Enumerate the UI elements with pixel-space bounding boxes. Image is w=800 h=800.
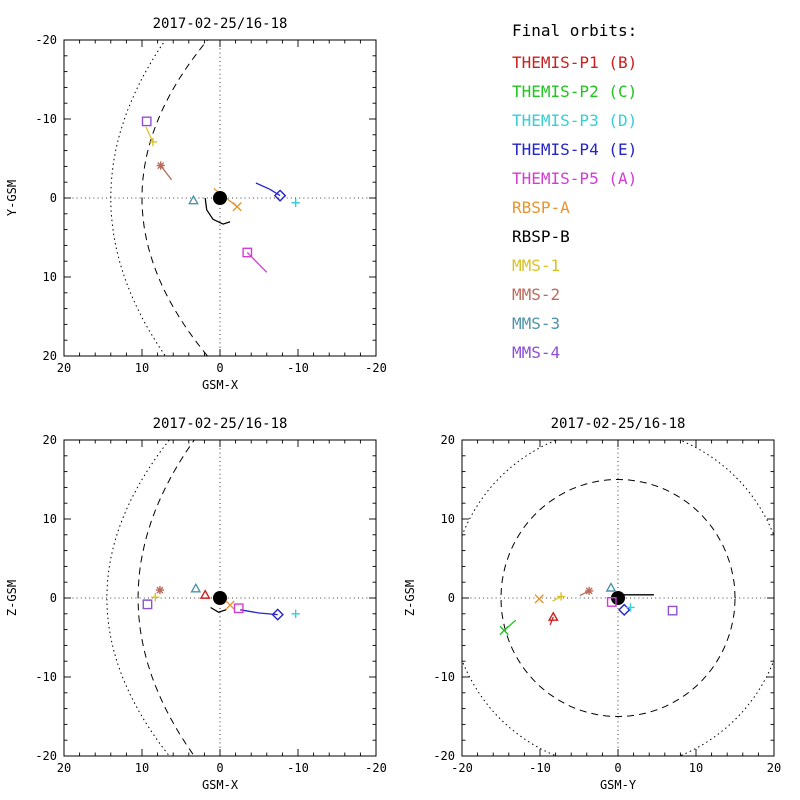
y-tick-label: 10 xyxy=(43,270,57,284)
marker-mms-3 xyxy=(188,194,199,205)
x-tick-label: 20 xyxy=(57,361,71,375)
y-tick-label: 0 xyxy=(50,591,57,605)
marker-mms-4 xyxy=(667,605,678,616)
marker-themis-p3 xyxy=(626,603,635,612)
marker-mms-3 xyxy=(605,582,617,592)
legend-entry-themis-p1: THEMIS-P1 (B) xyxy=(512,53,638,72)
yz-plot-svg: -20 -10 0 10 20 20 10 0 -10 -20 2017-02-25/16-18 GS… xyxy=(403,416,781,792)
y-tick-label: -20 xyxy=(35,749,57,763)
y-tick-label: 10 xyxy=(441,512,455,526)
x-axis-label: GSM-X xyxy=(202,778,239,792)
trail-themis-p1 xyxy=(549,616,554,626)
x-tick-label: -20 xyxy=(365,761,387,775)
x-tick-label: 10 xyxy=(689,761,703,775)
marker-themis-p5 xyxy=(606,597,617,607)
marker-rbsp-a xyxy=(225,600,235,610)
marker-mms-4 xyxy=(142,599,153,610)
marker-mms-2 xyxy=(584,586,594,596)
x-tick-label: -10 xyxy=(287,761,309,775)
x-tick-label: -10 xyxy=(287,361,309,375)
marker-mms-3 xyxy=(190,582,202,593)
y-tick-label: 0 xyxy=(50,191,57,205)
x-tick-label: 20 xyxy=(57,761,71,775)
y-axis-label: Y-GSM xyxy=(5,180,19,216)
magnetopause-curve xyxy=(500,478,736,718)
panel-yz-gsm: -20 -10 0 10 20 20 10 0 -10 -20 2017-02-25/16-18 GS… xyxy=(398,400,798,800)
legend-entry-mms-3: MMS-3 xyxy=(512,314,561,333)
marker-mms-1 xyxy=(556,592,566,601)
y-tick-label: -10 xyxy=(433,670,455,684)
marker-themis-p3 xyxy=(291,198,300,207)
trail-themis-p5 xyxy=(246,252,268,273)
trail-themis-p4 xyxy=(240,609,278,616)
marker-themis-p1 xyxy=(199,589,211,599)
legend-title: Final orbits: xyxy=(512,21,638,40)
y-axis-label: Z-GSM xyxy=(5,580,19,616)
x-tick-label: 0 xyxy=(216,761,223,775)
panel-title: 2017-02-25/16-18 xyxy=(153,416,288,432)
xz-plot-svg: 20 10 0 -10 -2020100-10-202017-02-25/16-18GS… xyxy=(5,416,387,792)
y-tick-label: 20 xyxy=(43,433,57,447)
marker-themis-p4 xyxy=(271,608,284,621)
marker-rbsp-a xyxy=(232,201,242,212)
panel-title: 2017-02-25/16-18 xyxy=(551,416,686,432)
earth-marker xyxy=(212,190,228,206)
x-axis-label: GSM-Y xyxy=(600,778,637,792)
y-tick-label: 0 xyxy=(448,591,455,605)
y-tick-label: 20 xyxy=(441,433,455,447)
marker-themis-p3 xyxy=(291,609,300,618)
legend-entry-rbsp-b: RBSP-B xyxy=(512,227,570,246)
trail-mms-1 xyxy=(145,126,154,143)
earth-marker xyxy=(610,590,626,606)
legend-entry-themis-p3: THEMIS-P3 (D) xyxy=(512,111,638,130)
y-tick-label: -20 xyxy=(433,749,455,763)
panel-xz-gsm: 20 10 0 -10 -20 20 10 0 -10 -20 2017-02-25/16-18 GS… xyxy=(0,400,400,800)
y-tick-label: 10 xyxy=(43,512,57,526)
x-tick-label: -10 xyxy=(529,761,551,775)
panel-xy-gsm: 20 10 0 -10 -20 -20 -10 0 10 20 2017-02-25/16-18 GS… xyxy=(0,0,400,400)
marker-themis-p4 xyxy=(273,189,287,202)
x-tick-label: -20 xyxy=(365,361,387,375)
earth-marker xyxy=(212,590,228,606)
trail-mms-1 xyxy=(552,595,562,602)
y-tick-label: -10 xyxy=(35,112,57,126)
x-tick-label: 10 xyxy=(135,361,149,375)
panel-title: 2017-02-25/16-18 xyxy=(153,16,288,32)
x-tick-label: 10 xyxy=(135,761,149,775)
x-tick-label: 0 xyxy=(614,761,621,775)
legend-entry-themis-p4: THEMIS-P4 (E) xyxy=(512,140,638,159)
y-tick-label: -10 xyxy=(35,670,57,684)
magnetopause-curve xyxy=(137,440,195,756)
legend-entry-mms-4: MMS-4 xyxy=(512,343,561,362)
marker-themis-p1 xyxy=(547,611,559,621)
legend-entry-mms-1: MMS-1 xyxy=(512,256,561,275)
x-tick-label: -20 xyxy=(451,761,473,775)
legend-entry-themis-p5: THEMIS-P5 (A) xyxy=(512,169,638,188)
marker-mms-2 xyxy=(155,585,165,595)
y-tick-label: -20 xyxy=(35,33,57,47)
marker-themis-p5 xyxy=(233,603,244,614)
legend-entries: THEMIS-P1 (B) THEMIS-P2 (C) THEMIS-P3 (D) T… xyxy=(512,48,637,367)
legend: Final orbits: THEMIS-P1 (B) THEMIS-P2 (C)… xyxy=(512,16,637,367)
marker-mms-1 xyxy=(151,593,160,602)
marker-themis-p2 xyxy=(499,625,509,636)
marker-mms-2 xyxy=(156,161,165,170)
marker-themis-p4 xyxy=(618,603,631,617)
x-axis-label: GSM-X xyxy=(202,378,239,392)
y-axis-label: Z-GSM xyxy=(403,580,417,616)
xy-plot-svg: 20 10 0 -10 -20 -20 -10 0 10 20 2017-02-25/16-18 GS… xyxy=(5,16,387,392)
marker-rbsp-a xyxy=(534,594,544,604)
legend-entry-mms-2: MMS-2 xyxy=(512,285,561,304)
marker-mms-1 xyxy=(148,137,158,147)
legend-entry-rbsp-a: RBSP-A xyxy=(512,198,570,217)
marker-themis-p5 xyxy=(242,247,253,258)
x-tick-label: 20 xyxy=(767,761,781,775)
marker-mms-4 xyxy=(141,116,152,127)
legend-entry-themis-p2: THEMIS-P2 (C) xyxy=(512,82,638,101)
magnetopause-curve xyxy=(141,40,209,356)
trail-rbsp-b xyxy=(210,606,227,613)
trail-rbsp-b xyxy=(204,197,231,225)
y-tick-label: 20 xyxy=(43,349,57,363)
x-tick-label: 0 xyxy=(216,361,223,375)
